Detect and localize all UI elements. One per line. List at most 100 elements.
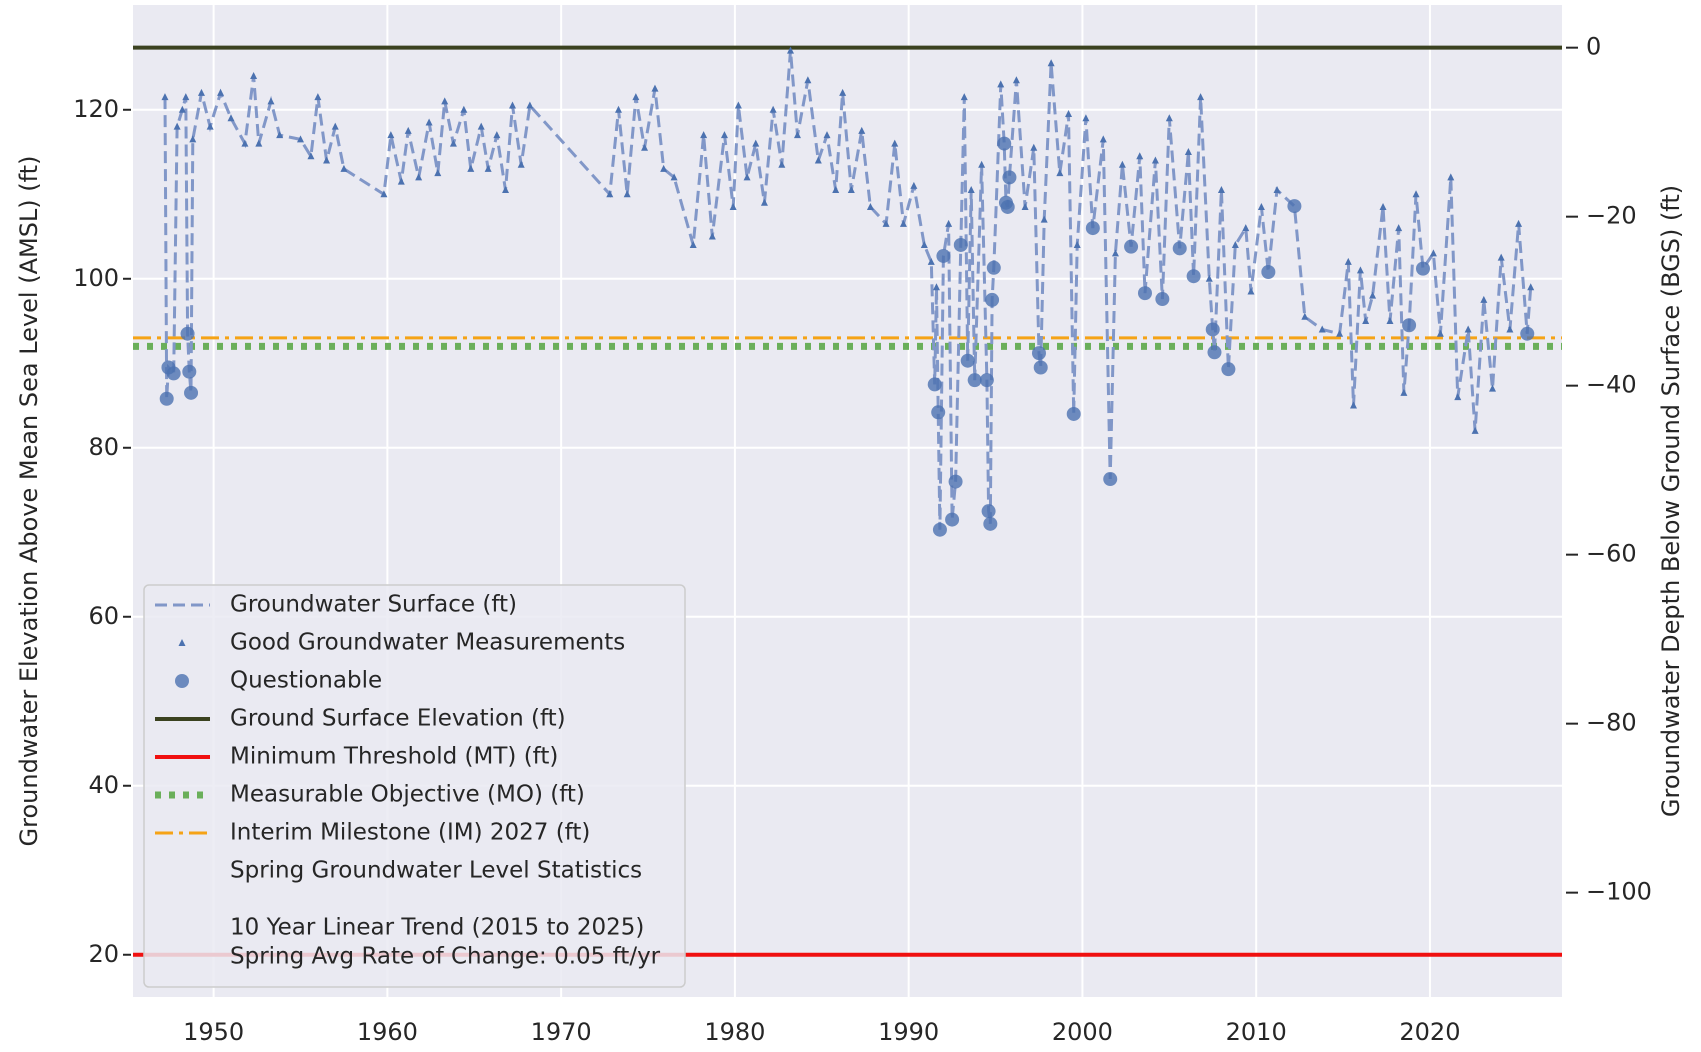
good-measurement — [314, 93, 322, 101]
y2-tick-label: −100 — [1586, 878, 1652, 906]
good-measurement — [526, 101, 534, 109]
good-measurement — [467, 164, 475, 172]
good-measurement — [945, 219, 953, 227]
good-measurement — [891, 139, 899, 147]
legend-label: Groundwater Surface (ft) — [230, 592, 517, 618]
legend: Groundwater Surface (ft) Good Groundwater… — [143, 584, 686, 988]
good-measurement — [1454, 393, 1462, 401]
good-measurement — [1515, 219, 1523, 227]
good-measurement — [1400, 388, 1408, 396]
questionable-measurement — [1520, 326, 1535, 341]
good-measurement — [932, 283, 940, 291]
good-measurement — [978, 160, 986, 168]
legend-label: Minimum Threshold (MT) (ft) — [230, 744, 558, 770]
good-measurement — [1030, 143, 1038, 151]
good-measurement — [1480, 295, 1488, 303]
good-measurement — [434, 169, 442, 177]
questionable-measurement — [927, 377, 942, 392]
good-measurement — [769, 105, 777, 113]
good-measurement — [708, 232, 716, 240]
good-measurement — [858, 126, 866, 134]
good-measurement — [307, 152, 315, 160]
questionable-measurement — [1261, 265, 1276, 280]
good-measurement — [1082, 114, 1090, 122]
questionable-measurement — [997, 136, 1012, 151]
good-measurement — [1273, 186, 1281, 194]
questionable-measurement — [967, 373, 982, 388]
good-measurement — [380, 190, 388, 198]
good-measurement — [477, 122, 485, 130]
good-measurement — [623, 190, 631, 198]
good-measurement — [1506, 325, 1514, 333]
good-measurement — [255, 139, 263, 147]
questionable-measurement — [936, 248, 951, 263]
good-measurement — [1301, 312, 1309, 320]
good-measurement — [1247, 287, 1255, 295]
good-measurement — [866, 202, 874, 210]
good-measurement — [1197, 93, 1205, 101]
good-measurement — [1257, 202, 1265, 210]
good-measurement — [484, 164, 492, 172]
questionable-measurement — [180, 326, 195, 341]
good-measurement — [823, 131, 831, 139]
good-measurement — [927, 257, 935, 265]
good-measurement — [508, 101, 516, 109]
good-measurement — [161, 93, 169, 101]
good-measurement — [1205, 274, 1213, 282]
good-measurement — [752, 139, 760, 147]
good-measurement — [910, 181, 918, 189]
good-measurement — [1184, 148, 1192, 156]
legend-label: Interim Milestone (IM) 2027 (ft) — [230, 820, 590, 846]
legend-note: 10 Year Linear Trend (2015 to 2025) — [230, 915, 644, 941]
questionable-measurement — [1031, 346, 1046, 361]
questionable-measurement — [960, 353, 975, 368]
good-measurement — [189, 135, 197, 143]
good-measurement — [1527, 283, 1535, 291]
legend-label: Good Groundwater Measurements — [230, 630, 625, 656]
questionable-measurement — [1066, 406, 1081, 421]
good-measurement — [793, 131, 801, 139]
questionable-measurement — [1155, 292, 1170, 307]
good-measurement — [1099, 135, 1107, 143]
good-measurement — [1362, 317, 1370, 325]
x-tick-label: 1950 — [183, 1018, 244, 1046]
good-measurement — [1379, 202, 1387, 210]
good-measurement — [1231, 240, 1239, 248]
good-measurement — [297, 135, 305, 143]
good-measurement — [227, 114, 235, 122]
good-measurement — [460, 105, 468, 113]
y2-tick-label: −80 — [1586, 709, 1637, 737]
questionable-measurement — [1137, 286, 1152, 301]
questionable-measurement — [1085, 221, 1100, 236]
good-measurement — [606, 190, 614, 198]
good-measurement — [720, 131, 728, 139]
good-measurement — [882, 219, 890, 227]
good-measurement — [660, 164, 668, 172]
good-measurement — [441, 97, 449, 105]
legend-handle — [178, 639, 186, 646]
good-measurement — [614, 105, 622, 113]
questionable-measurement — [1402, 318, 1417, 333]
good-measurement — [404, 126, 412, 134]
good-measurement — [1447, 173, 1455, 181]
good-measurement — [839, 88, 847, 96]
good-measurement — [217, 88, 225, 96]
good-measurement — [267, 97, 275, 105]
good-measurement — [1065, 110, 1073, 118]
questionable-measurement — [981, 504, 996, 519]
good-measurement — [729, 202, 737, 210]
good-measurement — [241, 139, 249, 147]
y-tick-label: 120 — [73, 95, 119, 123]
good-measurement — [804, 76, 812, 84]
good-measurement — [173, 122, 181, 130]
y-tick-label: 60 — [88, 602, 119, 630]
questionable-measurement — [983, 516, 998, 531]
x-tick-label: 1980 — [704, 1018, 765, 1046]
good-measurement — [449, 139, 457, 147]
questionable-measurement — [932, 522, 947, 537]
good-measurement — [832, 186, 840, 194]
good-measurement — [1151, 156, 1159, 164]
good-measurement — [1012, 76, 1020, 84]
good-measurement — [387, 131, 395, 139]
